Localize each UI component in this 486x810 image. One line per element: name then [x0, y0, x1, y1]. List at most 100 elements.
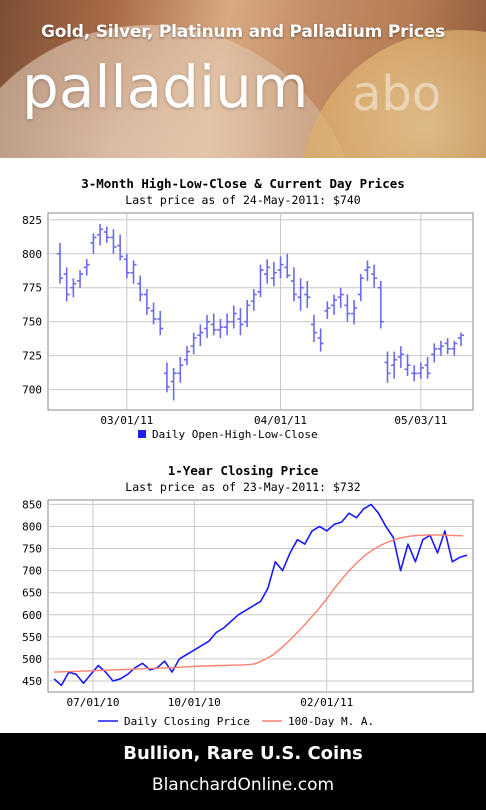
x-tick-label: 05/03/11 [394, 414, 447, 427]
ohlc-bar [117, 234, 124, 261]
ohlc-bar [424, 357, 431, 379]
ohlc-bar [284, 253, 291, 279]
ohlc-bar [63, 267, 70, 302]
ohlc-bar [70, 278, 77, 298]
y-tick-label: 550 [22, 631, 42, 644]
ohlc-bar [137, 275, 144, 302]
ohlc-bar [317, 328, 324, 352]
ohlc-bar [337, 287, 344, 309]
ohlc-bar [163, 362, 170, 393]
ohlc-bar [270, 261, 277, 287]
ohlc-bar [371, 264, 378, 288]
ohlc-bar [204, 314, 211, 338]
ohlc-bar [90, 233, 97, 254]
y-tick-label: 850 [22, 498, 42, 511]
ohlc-bar [177, 357, 184, 383]
ohlc-bar [244, 299, 251, 328]
y-tick-label: 650 [22, 587, 42, 600]
y-tick-label: 450 [22, 675, 42, 688]
legend-label-closing: Daily Closing Price [124, 715, 250, 728]
ohlc-bar [150, 302, 157, 325]
y-tick-label: 725 [22, 350, 42, 363]
ohlc-bar [377, 280, 384, 329]
ohlc-bar [451, 340, 458, 356]
ohlc-bar [384, 351, 391, 383]
y-tick-label: 800 [22, 248, 42, 261]
ohlc-bar [130, 260, 137, 284]
closing-price-line [53, 503, 468, 687]
ohlc-bar [217, 318, 224, 338]
y-tick-label: 750 [22, 543, 42, 556]
ohlc-bar [197, 324, 204, 347]
ohlc-bar [444, 337, 451, 355]
ohlc-bar [97, 223, 104, 246]
ohlc-bar [190, 332, 197, 355]
ohlc-chart: 700 725 750 775 800 825 03/01/11 04/01/11 05/03/… [22, 212, 474, 441]
ohlc-bar [331, 294, 338, 315]
chart1-subtitle: Last price as of 24-May-2011: $740 [125, 193, 361, 207]
ohlc-bar [417, 362, 424, 379]
x-tick-label: 10/01/10 [168, 696, 221, 709]
ohlc-bar [391, 351, 398, 379]
y-tick-label: 775 [22, 282, 42, 295]
ohlc-bar [437, 340, 444, 356]
ohlc-bar [304, 280, 311, 309]
ohlc-bar [237, 308, 244, 336]
y-tick-label: 700 [22, 384, 42, 397]
ohlc-bar [397, 346, 404, 368]
ohlc-bar [351, 299, 358, 325]
banner-headline: palladium [22, 53, 309, 121]
chart2-subtitle: Last price as of 23-May-2011: $732 [125, 480, 361, 494]
ohlc-bar [183, 346, 190, 366]
ohlc-bar [224, 313, 231, 336]
banner-headline-faded: abo [352, 66, 442, 122]
ohlc-bar [290, 267, 297, 302]
closing-price-chart: 450 500 550 600 650 700 750 800 850 07/01/10 10/01… [22, 498, 474, 728]
x-tick-label: 02/01/11 [300, 696, 353, 709]
ohlc-bar [344, 294, 351, 322]
ohlc-bar [143, 289, 150, 315]
ohlc-bar [57, 242, 63, 284]
banner: Gold, Silver, Platinum and Palladium Pri… [0, 0, 486, 158]
ohlc-bar [123, 253, 130, 279]
y-tick-label: 500 [22, 653, 42, 666]
chart2-title: 1-Year Closing Price [167, 463, 319, 478]
footer-tagline: Bullion, Rare U.S. Coins [123, 743, 363, 764]
ohlc-bar [157, 310, 164, 336]
x-tick-label: 04/01/11 [254, 414, 307, 427]
ohlc-bar [458, 332, 464, 347]
ohlc-bar [277, 256, 284, 279]
x-tick-label: 03/01/11 [100, 414, 153, 427]
y-tick-label: 800 [22, 520, 42, 533]
ohlc-bar [250, 289, 257, 311]
ohlc-bar [230, 305, 237, 329]
y-tick-label: 600 [22, 609, 42, 622]
ohlc-bar [210, 313, 217, 336]
chart1-title: 3-Month High-Low-Close & Current Day Pri… [81, 176, 405, 191]
ohlc-bar [257, 264, 264, 298]
ohlc-bar [404, 354, 411, 377]
ohlc-bar [324, 301, 331, 319]
ohlc-bar [103, 226, 110, 243]
ohlc-bar [297, 278, 304, 311]
banner-title: Gold, Silver, Platinum and Palladium Pri… [40, 22, 446, 42]
ohlc-bar [170, 367, 177, 401]
legend-swatch [138, 430, 146, 438]
ohlc-bar [364, 260, 371, 281]
y-tick-label: 700 [22, 565, 42, 578]
ohlc-bar [110, 229, 117, 254]
ohlc-bar [357, 274, 364, 302]
ohlc-bar [411, 365, 418, 382]
ohlc-bar [310, 314, 317, 343]
ohlc-bar [264, 259, 271, 284]
footer: Bullion, Rare U.S. Coins BlanchardOnline… [0, 733, 486, 810]
plot-area [47, 212, 474, 411]
moving-average-line [53, 534, 464, 673]
x-tick-label: 07/01/10 [66, 696, 119, 709]
ohlc-bar [83, 259, 90, 276]
ohlc-bar [77, 270, 84, 288]
legend-label: Daily Open-High-Low-Close [152, 428, 318, 441]
legend-label-ma: 100-Day M. A. [288, 715, 374, 728]
footer-site-link[interactable]: BlanchardOnline.com [151, 775, 335, 795]
ohlc-bar [431, 343, 438, 363]
